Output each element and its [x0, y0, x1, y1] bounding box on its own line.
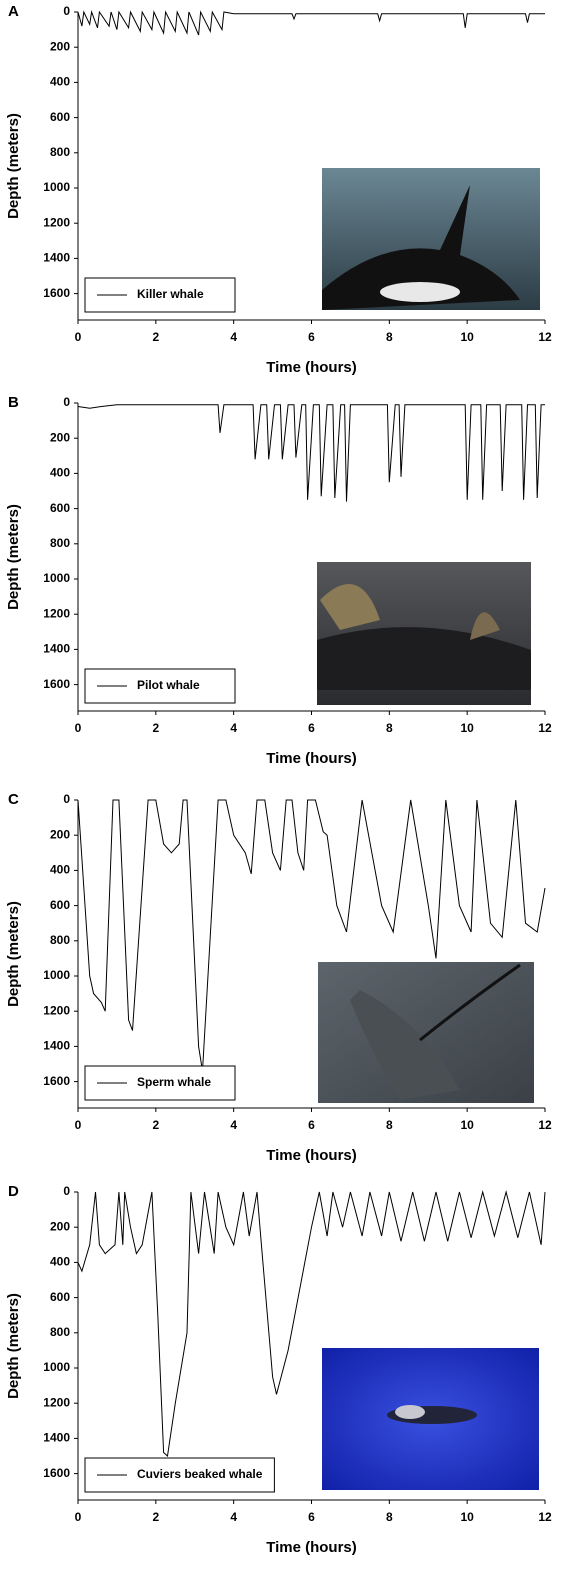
- y-tick-label: 1400: [43, 1039, 70, 1053]
- x-tick-label: 8: [386, 721, 393, 735]
- y-tick-label: 0: [63, 1184, 70, 1198]
- x-tick-label: 10: [460, 1510, 474, 1524]
- photo-sperm-whale: [318, 962, 534, 1103]
- photo-beaked-whale: [322, 1348, 539, 1490]
- x-tick-label: 0: [75, 721, 82, 735]
- x-tick-label: 12: [538, 721, 552, 735]
- y-tick-label: 0: [63, 4, 70, 18]
- x-tick-label: 4: [230, 721, 237, 735]
- y-tick-label: 1400: [43, 1431, 70, 1445]
- x-tick-label: 6: [308, 330, 315, 344]
- y-tick-label: 200: [50, 430, 70, 444]
- y-tick-label: 800: [50, 933, 70, 947]
- y-tick-label: 1600: [43, 677, 70, 691]
- y-tick-label: 0: [63, 395, 70, 409]
- legend-label: Pilot whale: [137, 678, 200, 692]
- x-axis-label: Time (hours): [266, 750, 357, 767]
- x-axis-label: Time (hours): [266, 1539, 357, 1556]
- y-tick-label: 600: [50, 501, 70, 515]
- legend-label: Sperm whale: [137, 1075, 211, 1089]
- y-tick-label: 800: [50, 1325, 70, 1339]
- x-tick-label: 4: [230, 1118, 237, 1132]
- photo-killer-whale: [322, 168, 540, 310]
- y-axis-label: Depth (meters): [5, 504, 22, 610]
- x-tick-label: 12: [538, 1118, 552, 1132]
- panel-label: B: [8, 394, 19, 411]
- y-tick-label: 400: [50, 863, 70, 877]
- depth-line: [77, 1190, 546, 1457]
- x-tick-label: 8: [386, 1118, 393, 1132]
- photo-pilot-whale: [317, 562, 531, 705]
- y-axis-label: Depth (meters): [5, 113, 22, 219]
- legend: Killer whale: [84, 277, 236, 313]
- y-tick-label: 800: [50, 145, 70, 159]
- x-tick-label: 2: [152, 1118, 159, 1132]
- x-tick-label: 10: [460, 721, 474, 735]
- legend: Pilot whale: [84, 668, 236, 704]
- y-tick-label: 400: [50, 1255, 70, 1269]
- x-tick-label: 8: [386, 1510, 393, 1524]
- y-axis-label: Depth (meters): [5, 901, 22, 1007]
- x-tick-label: 10: [460, 330, 474, 344]
- x-tick-label: 0: [75, 330, 82, 344]
- legend-label: Killer whale: [137, 287, 204, 301]
- y-tick-label: 0: [63, 792, 70, 806]
- y-tick-label: 1200: [43, 215, 70, 229]
- y-tick-label: 1200: [43, 1395, 70, 1409]
- x-tick-label: 0: [75, 1510, 82, 1524]
- y-tick-label: 600: [50, 1290, 70, 1304]
- x-tick-label: 12: [538, 1510, 552, 1524]
- depth-line: [77, 799, 546, 1072]
- y-tick-label: 1000: [43, 1360, 70, 1374]
- panel-label: D: [8, 1183, 19, 1200]
- y-tick-label: 1200: [43, 606, 70, 620]
- legend-label: Cuviers beaked whale: [137, 1467, 263, 1481]
- y-tick-label: 200: [50, 39, 70, 53]
- y-tick-label: 400: [50, 75, 70, 89]
- panel-label: C: [8, 791, 19, 808]
- x-tick-label: 2: [152, 1510, 159, 1524]
- x-tick-label: 6: [308, 721, 315, 735]
- y-tick-label: 1000: [43, 571, 70, 585]
- x-tick-label: 4: [230, 330, 237, 344]
- y-tick-label: 600: [50, 110, 70, 124]
- y-tick-label: 800: [50, 536, 70, 550]
- y-axis-label: Depth (meters): [5, 1293, 22, 1399]
- y-tick-label: 200: [50, 1219, 70, 1233]
- y-tick-label: 1600: [43, 286, 70, 300]
- y-tick-label: 1600: [43, 1074, 70, 1088]
- x-tick-label: 4: [230, 1510, 237, 1524]
- legend: Sperm whale: [84, 1065, 236, 1101]
- y-tick-label: 200: [50, 827, 70, 841]
- legend: Cuviers beaked whale: [84, 1457, 275, 1493]
- y-tick-label: 1200: [43, 1003, 70, 1017]
- x-tick-label: 2: [152, 330, 159, 344]
- y-tick-label: 1600: [43, 1466, 70, 1480]
- depth-line: [77, 10, 545, 36]
- depth-line: [77, 404, 545, 502]
- y-tick-label: 1400: [43, 642, 70, 656]
- panel-label: A: [8, 3, 19, 20]
- x-tick-label: 12: [538, 330, 552, 344]
- x-tick-label: 8: [386, 330, 393, 344]
- x-tick-label: 6: [308, 1118, 315, 1132]
- x-axis-label: Time (hours): [266, 359, 357, 376]
- x-axis-label: Time (hours): [266, 1147, 357, 1164]
- x-tick-label: 10: [460, 1118, 474, 1132]
- y-tick-label: 1000: [43, 180, 70, 194]
- x-tick-label: 6: [308, 1510, 315, 1524]
- x-tick-label: 0: [75, 1118, 82, 1132]
- y-tick-label: 1000: [43, 968, 70, 982]
- y-tick-label: 400: [50, 466, 70, 480]
- x-tick-label: 2: [152, 721, 159, 735]
- y-tick-label: 600: [50, 898, 70, 912]
- y-tick-label: 1400: [43, 251, 70, 265]
